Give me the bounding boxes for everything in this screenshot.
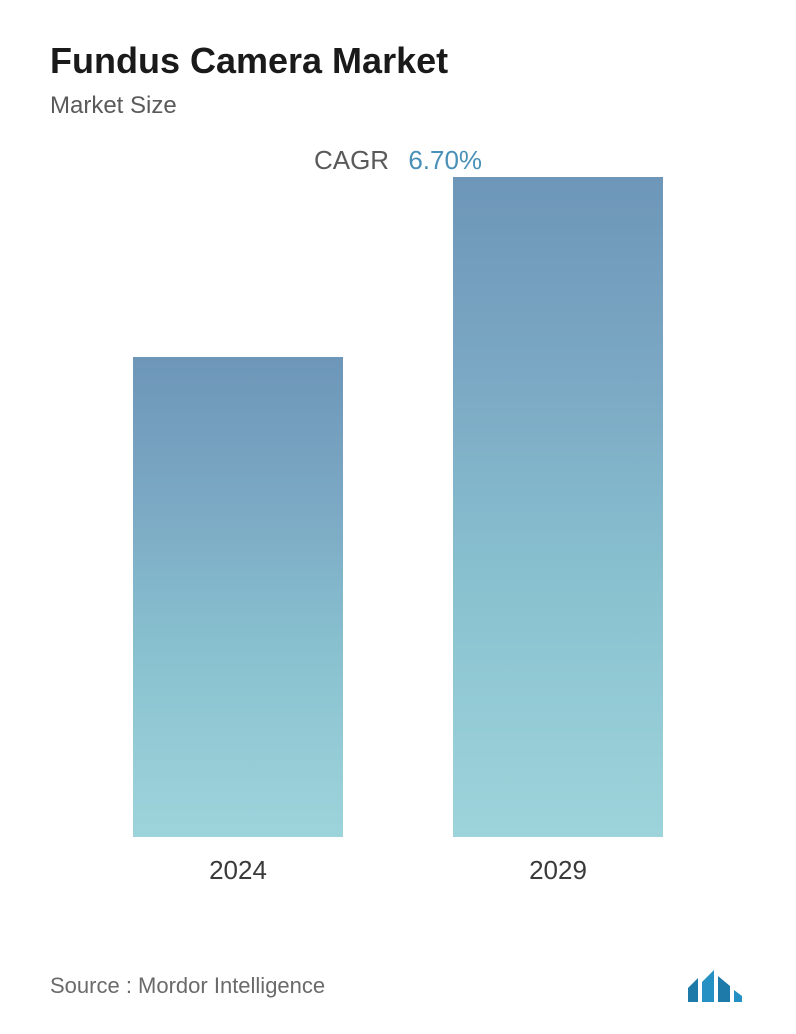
chart-title: Fundus Camera Market	[50, 40, 746, 82]
footer: Source : Mordor Intelligence	[50, 968, 746, 1004]
bar-label-2029: 2029	[529, 855, 587, 886]
cagr-label: CAGR	[314, 145, 389, 175]
bar-2029	[453, 177, 663, 837]
mordor-logo-icon	[686, 968, 746, 1004]
cagr-value: 6.70%	[408, 145, 482, 175]
bar-label-2024: 2024	[209, 855, 267, 886]
source-text: Source : Mordor Intelligence	[50, 973, 325, 999]
bar-2024	[133, 357, 343, 837]
bar-group-2029: 2029	[453, 177, 663, 886]
chart-subtitle: Market Size	[50, 92, 746, 120]
bar-chart: 2024 2029	[50, 206, 746, 886]
bar-group-2024: 2024	[133, 357, 343, 886]
cagr-row: CAGR 6.70%	[50, 145, 746, 176]
